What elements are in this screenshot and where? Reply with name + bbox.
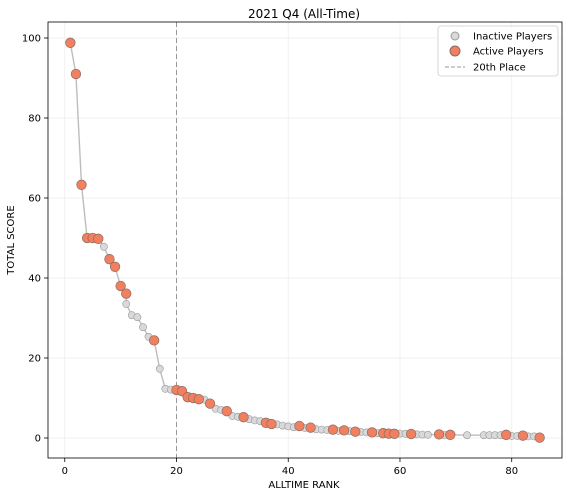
inactive-point [139, 323, 147, 332]
plot-frame [47, 21, 563, 459]
grid [48, 22, 562, 458]
legend-box [437, 25, 559, 77]
plot-area [65, 22, 545, 458]
legend-inactive-label: Inactive Players [473, 32, 552, 43]
active-point [76, 179, 87, 190]
active-point [266, 418, 277, 430]
active-point [115, 280, 126, 292]
score-line [69, 42, 540, 439]
active-point [500, 429, 512, 440]
x-tick-label: 40 [282, 466, 295, 477]
y-tick-label: 80 [28, 114, 41, 125]
y-tick-label: 100 [22, 34, 41, 45]
active-point [149, 335, 160, 346]
y-tick-label: 0 [35, 434, 41, 445]
x-axis: 0 20 40 60 80 [62, 458, 518, 477]
legend-inactive-marker [450, 31, 460, 41]
legend-active-label: Active Players [473, 47, 543, 58]
x-tick-label: 0 [62, 466, 68, 477]
active-point [121, 288, 132, 299]
active-point [327, 424, 339, 435]
active-point [109, 261, 121, 272]
inactive-point [122, 300, 131, 308]
active-point [305, 422, 316, 433]
legend: Inactive Players Active Players 20th Pla… [437, 25, 559, 77]
y-axis: 0 20 40 60 80 100 [22, 34, 48, 445]
active-point [93, 233, 104, 244]
active-point [534, 432, 545, 443]
active-point [204, 398, 216, 409]
active-point [366, 427, 378, 438]
active-point [294, 420, 305, 432]
active-point [65, 37, 76, 48]
active-point [445, 429, 456, 440]
legend-active-marker [449, 45, 461, 57]
active-point [433, 429, 445, 440]
y-tick-label: 40 [28, 274, 41, 285]
chart-title: 2021 Q4 (All-Time) [248, 7, 360, 21]
x-tick-label: 80 [505, 466, 518, 477]
active-point [350, 426, 361, 437]
active-point [406, 428, 417, 440]
y-tick-label: 20 [28, 354, 41, 365]
active-point [338, 425, 350, 436]
x-axis-label: ALLTIME RANK [268, 480, 340, 491]
x-tick-label: 20 [170, 466, 183, 477]
active-point [238, 412, 249, 423]
active-point [193, 394, 204, 405]
inactive-point [155, 364, 164, 373]
x-tick-label: 60 [394, 466, 407, 477]
y-tick-label: 60 [28, 194, 41, 205]
inactive-point [424, 430, 432, 439]
legend-reference-line-label: 20th Place [473, 63, 526, 74]
active-point [517, 430, 529, 441]
inactive-point [463, 431, 471, 440]
active-point [104, 254, 115, 265]
active-point [70, 68, 82, 80]
active-point [221, 406, 232, 417]
inactive-point [133, 313, 142, 322]
inactive-point [99, 242, 108, 251]
y-axis-label: TOTAL SCORE [6, 205, 17, 275]
active-point [389, 428, 400, 439]
